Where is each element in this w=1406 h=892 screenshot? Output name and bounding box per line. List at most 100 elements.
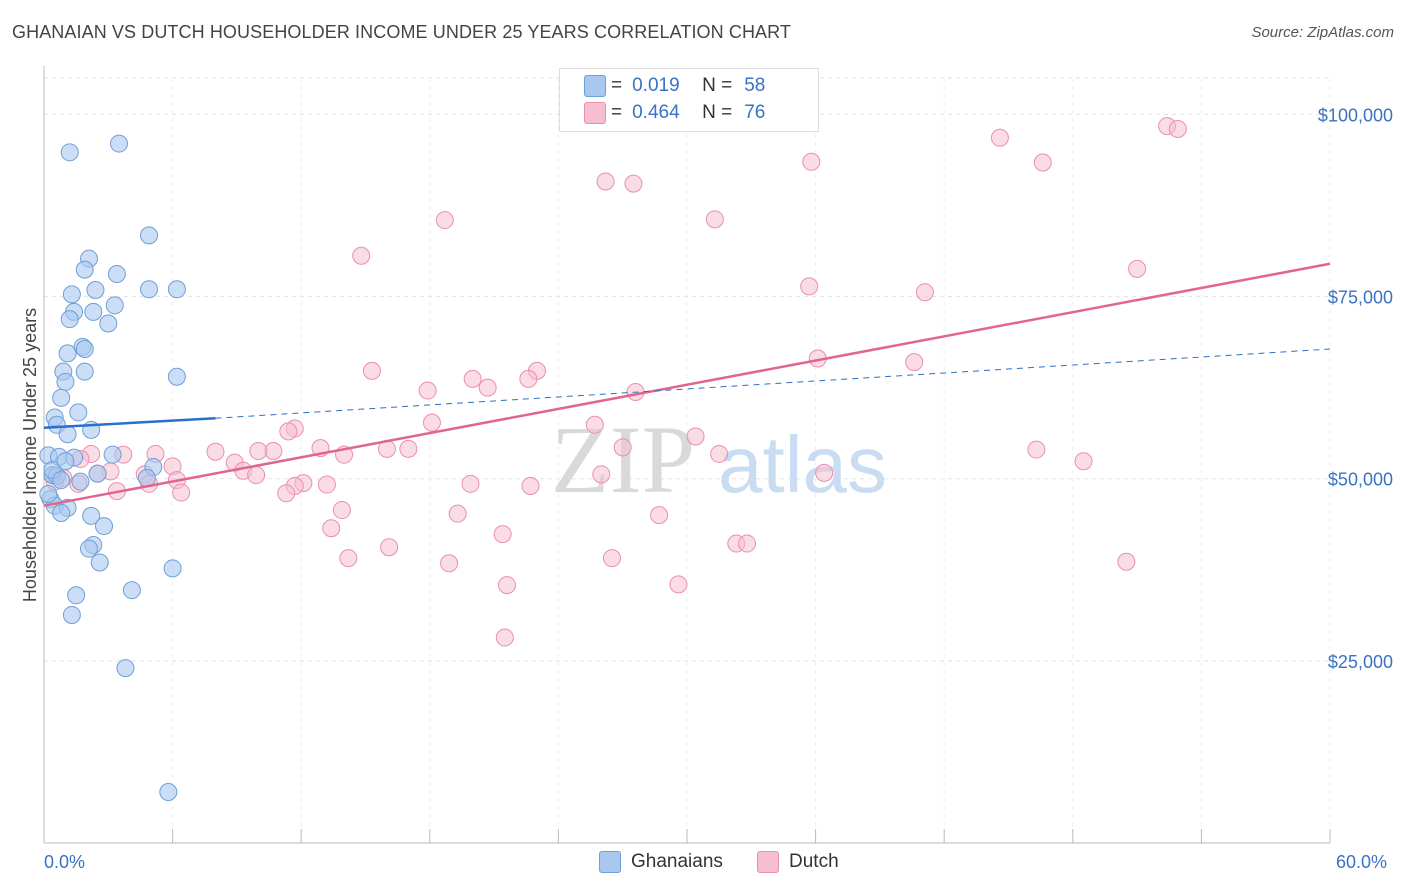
dutch-point: [448, 504, 467, 523]
x-tick-label-max: 60.0%: [1336, 852, 1388, 872]
dutch-point: [613, 438, 632, 457]
ghanaian-swatch-icon: [584, 75, 606, 97]
ghanaian-point: [107, 264, 126, 283]
dutch-legend-icon: [757, 851, 779, 873]
dutch-point: [249, 442, 268, 461]
y-tick-label: $25,000: [1328, 652, 1393, 672]
ghanaian-point: [56, 372, 75, 391]
y-tick-label: $75,000: [1328, 288, 1393, 308]
dutch-point: [493, 525, 512, 544]
n-label: N =: [702, 102, 733, 123]
n-value-dutch: 76: [744, 102, 766, 123]
dutch-point: [802, 152, 821, 171]
correlation-legend: R = 0.019 N = 58 R = 0.464 N = 76: [559, 68, 819, 132]
dutch-point: [592, 465, 611, 484]
ghanaian-point: [58, 425, 77, 444]
dutch-point: [1168, 120, 1187, 138]
y-tick-label: $100,000: [1318, 105, 1393, 125]
dutch-point: [247, 466, 266, 485]
dutch-point: [463, 369, 482, 388]
legend-row-ghanaians: R = 0.019 N = 58: [584, 73, 766, 99]
dutch-point: [669, 575, 688, 594]
dutch-point: [596, 172, 615, 191]
ghanaian-point: [69, 403, 88, 422]
ghanaian-point: [103, 445, 122, 464]
ghanaian-point: [90, 553, 109, 572]
dutch-point: [264, 442, 283, 461]
dutch-point: [461, 474, 480, 493]
ghanaian-point: [52, 471, 71, 490]
n-value-ghanaians: 58: [744, 75, 766, 96]
dutch-point: [172, 483, 191, 502]
ghanaian-point: [167, 280, 186, 299]
dutch-point: [418, 381, 437, 400]
ghanaian-point: [140, 226, 159, 245]
ghanaian-point: [60, 143, 79, 162]
dutch-point: [332, 501, 351, 520]
dutch-point: [686, 427, 705, 446]
ghanaian-point: [122, 581, 141, 600]
dutch-point: [705, 210, 724, 229]
ghanaian-point: [140, 280, 159, 299]
ghanaian-point: [116, 659, 135, 678]
dutch-point: [279, 422, 298, 441]
dutch-point: [352, 246, 371, 265]
ghanaian-point: [67, 586, 86, 605]
trend-lines: [43, 262, 1331, 507]
dutch-point: [624, 174, 643, 193]
dutch-point: [277, 484, 296, 503]
dutch-point: [800, 277, 819, 296]
ghanaian-point: [80, 539, 99, 558]
dutch-point: [738, 534, 757, 553]
ghanaian-point: [105, 296, 124, 315]
legend-row-dutch: R = 0.464 N = 76: [584, 100, 766, 126]
ghanaian-point: [52, 388, 71, 407]
dutch-point: [521, 477, 540, 495]
dutch-point: [905, 353, 924, 372]
ghanaian-point: [88, 464, 107, 483]
dutch-points: [45, 106, 1187, 647]
r-value-dutch: 0.464: [632, 102, 680, 123]
dutch-point: [1033, 153, 1052, 172]
ghanaian-point: [163, 559, 182, 578]
r-value-ghanaians: 0.019: [632, 75, 680, 96]
ghanaian-point: [75, 340, 94, 359]
ghanaian-point: [159, 783, 178, 801]
dutch-swatch-icon: [584, 102, 606, 124]
chart-title: GHANAIAN VS DUTCH HOUSEHOLDER INCOME UND…: [12, 22, 792, 42]
y-tick-labels: $25,000 $50,000 $75,000 $100,000: [1318, 105, 1393, 671]
y-tick-label: $50,000: [1328, 470, 1393, 490]
dutch-trend-line: [43, 262, 1331, 507]
ghanaian-point: [82, 506, 101, 525]
dutch-point: [317, 475, 336, 494]
dutch-point: [585, 415, 604, 434]
legend-label-ghanaians: Ghanaians: [631, 851, 723, 872]
ghanaian-point: [60, 310, 79, 329]
ghanaian-point: [95, 517, 114, 536]
ghanaian-point: [39, 485, 58, 504]
ghanaian-point: [56, 452, 75, 471]
watermark-atlas: atlas: [718, 420, 887, 509]
dutch-point: [206, 442, 225, 461]
dutch-point: [478, 378, 497, 397]
dutch-point: [322, 519, 341, 538]
ghanaian-trend-extension: [215, 348, 1331, 419]
dutch-point: [710, 444, 729, 463]
dutch-point: [497, 576, 516, 595]
ghanaian-point: [99, 314, 118, 333]
legend-label-dutch: Dutch: [789, 851, 839, 872]
ghanaian-point: [167, 367, 186, 386]
dutch-point: [602, 549, 621, 568]
dutch-point: [399, 439, 418, 458]
ghanaian-trend-line: [43, 416, 216, 429]
ghanaian-point: [62, 285, 81, 304]
watermark-zip: ZIP: [551, 406, 695, 513]
ghanaian-point: [58, 344, 77, 363]
ghanaian-point: [110, 134, 129, 153]
dutch-point: [380, 538, 399, 557]
dutch-point: [1117, 552, 1136, 571]
legend-item-dutch: Dutch: [757, 851, 839, 873]
dutch-point: [815, 463, 834, 482]
dutch-point: [915, 283, 934, 302]
